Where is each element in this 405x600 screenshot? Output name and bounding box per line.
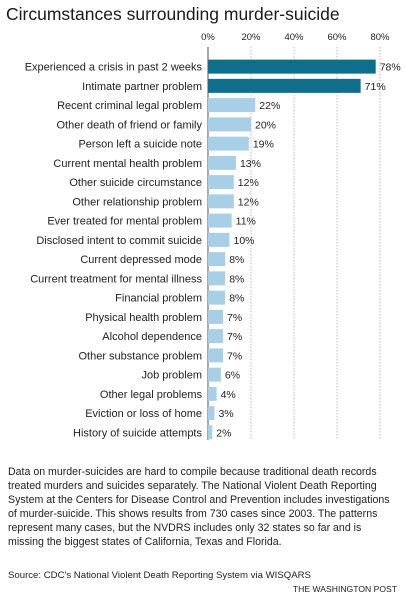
bar [208,329,224,344]
bar [208,136,249,151]
value-label: 12% [238,196,259,208]
value-label: 20% [255,119,276,131]
category-label: Ever treated for mental problem [47,216,202,228]
bar [208,406,215,421]
bar [208,213,232,228]
bar [208,367,221,382]
chart-note: Data on murder-suicides are hard to comp… [8,466,390,548]
category-label: Current mental health problem [53,158,202,170]
bar [208,194,234,209]
bar-chart: 0% 20% 40% 60% 80% Experienced a crisis in pa… [25,32,401,440]
value-label: 10% [234,235,255,247]
category-label: Other suicide circumstance [69,177,202,189]
x-tick-label: 40% [284,32,304,43]
category-label: Financial problem [115,293,202,305]
category-label: Current treatment for mental illness [30,273,202,285]
bar [208,386,217,401]
publisher-credit: THE WASHINGTON POST [292,584,397,594]
x-tick-label: 60% [327,32,347,43]
category-label: Other legal problems [100,389,203,401]
category-label: Physical health problem [85,312,202,324]
bar [208,348,224,363]
value-label: 8% [229,254,244,266]
value-label: 11% [236,216,256,228]
category-label: Experienced a crisis in past 2 weeks [25,62,203,74]
bar [208,232,230,247]
category-label: Other relationship problem [72,196,202,208]
value-label: 78% [380,62,401,74]
source-line: Source: CDC's National Violent Death Rep… [8,570,311,581]
category-label: Person left a suicide note [78,139,202,151]
value-label: 4% [221,389,236,401]
category-label: Recent criminal legal problem [57,100,202,112]
bar [208,425,213,440]
bar [208,252,226,267]
x-tick-label: 20% [241,32,261,43]
value-label: 13% [240,158,261,170]
category-label: Alcohol dependence [102,331,202,343]
value-label: 6% [225,370,240,382]
bar [208,98,256,113]
value-label: 22% [259,100,280,112]
value-label: 8% [229,273,244,285]
category-label: Disclosed intent to commit suicide [36,235,202,247]
value-label: 7% [227,331,242,343]
bar [208,290,226,305]
value-label: 8% [229,293,244,305]
value-label: 2% [216,427,231,439]
bar [208,175,234,190]
category-label: Intimate partner problem [82,81,202,93]
bar [208,155,236,170]
category-label: Current depressed mode [80,254,202,266]
value-label: 3% [218,408,233,420]
category-label: Other death of friend or family [56,119,202,131]
category-label: Eviction or loss of home [85,408,202,420]
chart-title: Circumstances surrounding murder-suicide [6,4,340,24]
value-label: 19% [253,139,274,151]
x-tick-label: 80% [370,32,390,43]
x-tick-label: 0% [201,32,215,43]
value-label: 71% [365,81,386,93]
bar [208,59,376,74]
value-label: 12% [238,177,259,189]
bar [208,117,251,132]
value-label: 7% [227,350,242,362]
bar [208,309,224,324]
category-label: Job problem [141,370,202,382]
category-label: Other substance problem [78,350,202,362]
value-label: 7% [227,312,242,324]
bar [208,78,361,93]
bar [208,271,226,286]
category-label: History of suicide attempts [73,427,202,439]
